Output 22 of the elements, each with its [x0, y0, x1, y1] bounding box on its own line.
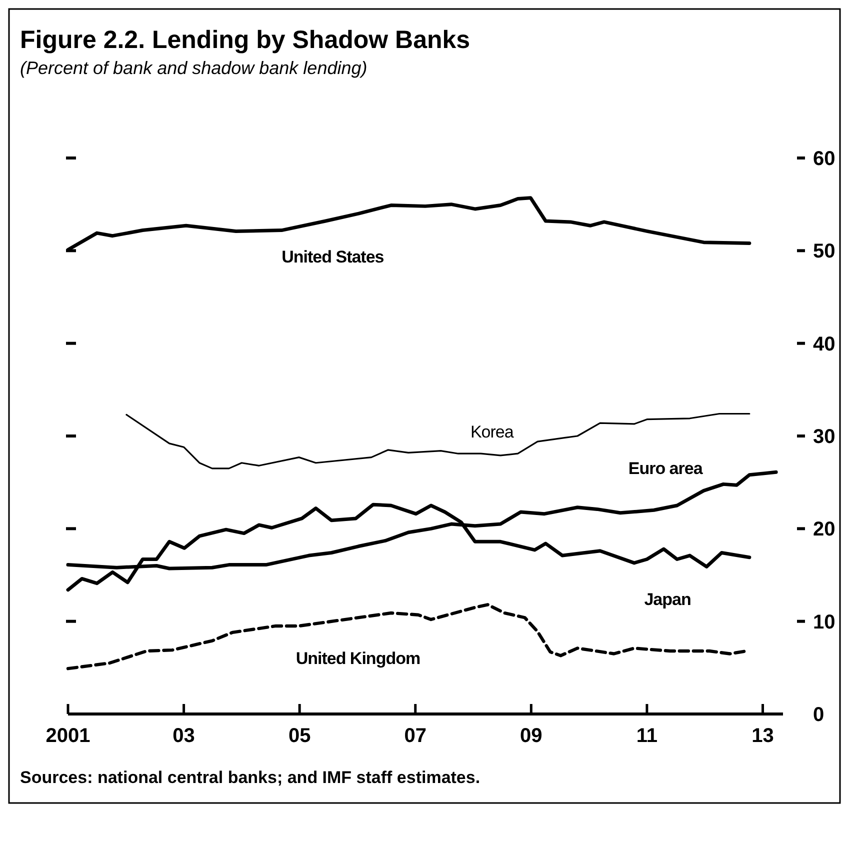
source-note: Sources: national central banks; and IMF staff estimates. [20, 768, 480, 787]
chart-title: Figure 2.2. Lending by Shadow Banks [20, 26, 470, 54]
y-tick-label: 30 [813, 426, 836, 448]
x-tick-label: 09 [520, 725, 542, 747]
x-tick-label: 2001 [46, 725, 90, 747]
x-tick-label: 05 [288, 725, 311, 747]
series-label: Korea [470, 422, 514, 442]
series-label: United Kingdom [296, 648, 420, 668]
x-tick-label: 13 [752, 725, 774, 747]
series-label: Japan [644, 590, 691, 609]
x-tick-label: 03 [172, 725, 195, 747]
y-tick-label: 50 [813, 240, 836, 263]
y-tick-label: 40 [813, 333, 836, 356]
series-label: Euro area [628, 459, 704, 478]
y-tick-label: 20 [813, 518, 836, 541]
y-tick-label: 60 [813, 148, 836, 170]
y-tick-label: 0 [813, 704, 824, 726]
series-label: United States [282, 247, 384, 266]
chart-subtitle: (Percent of bank and shadow bank lending) [20, 58, 368, 78]
y-tick-label: 10 [813, 611, 836, 634]
x-tick-label: 11 [636, 725, 658, 747]
x-tick-label: 07 [404, 725, 426, 747]
